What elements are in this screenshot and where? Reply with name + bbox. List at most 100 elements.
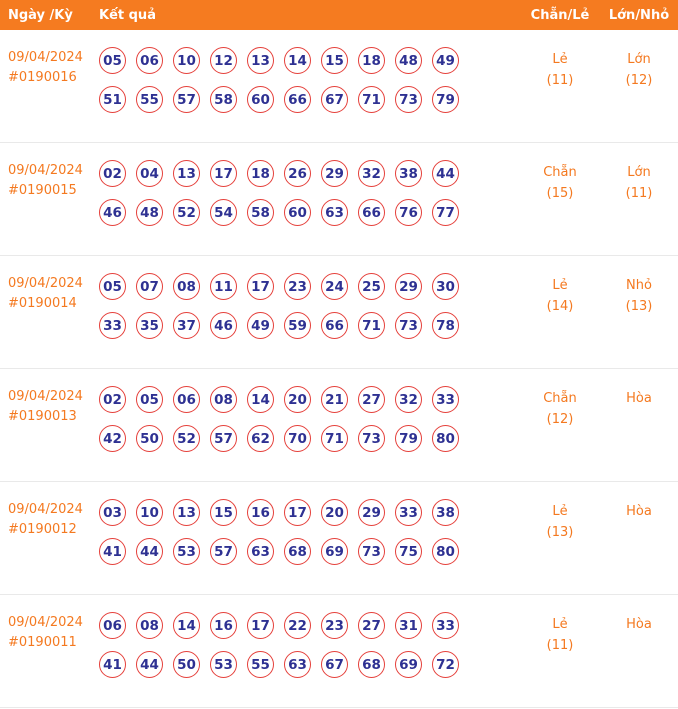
number-ball: 23 — [321, 612, 348, 639]
header-date-column: Ngày /Kỳ — [8, 7, 73, 23]
number-ball: 14 — [173, 612, 200, 639]
even-odd-result: Lẻ — [552, 617, 568, 632]
numbers-line: 33 35 37 46 49 59 66 71 73 78 — [99, 312, 520, 339]
number-ball: 20 — [321, 499, 348, 526]
number-ball: 06 — [173, 386, 200, 413]
even-odd-cell: Lẻ (13) — [520, 482, 600, 594]
number-ball: 27 — [358, 386, 385, 413]
number-ball: 53 — [173, 538, 200, 565]
draw-info-cell: 09/04/2024 #0190011 — [0, 595, 99, 707]
number-ball: 38 — [432, 499, 459, 526]
number-ball: 23 — [284, 273, 311, 300]
numbers-line: 05 06 10 12 13 14 15 18 48 49 — [99, 47, 520, 74]
result-row: 09/04/2024 #0190015 02 04 13 17 18 26 29 32 38 44 46… — [0, 143, 678, 256]
number-ball: 73 — [358, 425, 385, 452]
draw-id: #0190015 — [8, 183, 77, 199]
number-ball: 17 — [247, 273, 274, 300]
number-ball: 80 — [432, 538, 459, 565]
number-ball: 13 — [173, 160, 200, 187]
draw-date: 09/04/2024 — [8, 163, 83, 178]
number-ball: 20 — [284, 386, 311, 413]
big-small-result: Hòa — [626, 617, 652, 632]
draw-id: #0190014 — [8, 296, 77, 312]
number-ball: 57 — [173, 86, 200, 113]
even-odd-result: Lẻ — [552, 504, 568, 519]
header-evenodd-column: Chẵn/Lẻ — [530, 7, 590, 23]
number-ball: 15 — [321, 47, 348, 74]
number-ball: 76 — [395, 199, 422, 226]
numbers-line: 06 08 14 16 17 22 23 27 31 33 — [99, 612, 520, 639]
draw-info-cell: 09/04/2024 #0190014 — [0, 256, 99, 368]
number-ball: 17 — [210, 160, 237, 187]
number-ball: 71 — [321, 425, 348, 452]
numbers-grid: 02 04 13 17 18 26 29 32 38 44 46 48 52 54 58 60 63 66 76 77 — [99, 143, 520, 255]
number-ball: 24 — [321, 273, 348, 300]
number-ball: 17 — [284, 499, 311, 526]
number-ball: 35 — [136, 312, 163, 339]
number-ball: 11 — [210, 273, 237, 300]
number-ball: 55 — [136, 86, 163, 113]
number-ball: 79 — [432, 86, 459, 113]
even-odd-result: Chẵn — [543, 165, 577, 180]
number-ball: 38 — [395, 160, 422, 187]
even-odd-count: (13) — [546, 525, 574, 541]
number-ball: 58 — [247, 199, 274, 226]
number-ball: 66 — [284, 86, 311, 113]
numbers-grid: 06 08 14 16 17 22 23 27 31 33 41 44 50 53 55 63 67 68 69 72 — [99, 595, 520, 707]
big-small-cell: Hòa — [600, 369, 678, 481]
number-ball: 22 — [284, 612, 311, 639]
even-odd-result: Lẻ — [552, 52, 568, 67]
big-small-cell: Hòa — [600, 482, 678, 594]
number-ball: 05 — [136, 386, 163, 413]
number-ball: 57 — [210, 538, 237, 565]
numbers-line: 42 50 52 57 62 70 71 73 79 80 — [99, 425, 520, 452]
even-odd-count: (12) — [546, 412, 574, 428]
even-odd-cell: Lẻ (14) — [520, 256, 600, 368]
number-ball: 02 — [99, 160, 126, 187]
big-small-cell: Hòa — [600, 595, 678, 707]
even-odd-count: (11) — [546, 638, 574, 654]
even-odd-cell: Chẵn (15) — [520, 143, 600, 255]
number-ball: 33 — [432, 386, 459, 413]
even-odd-count: (14) — [546, 299, 574, 315]
numbers-line: 05 07 08 11 17 23 24 25 29 30 — [99, 273, 520, 300]
numbers-line: 03 10 13 15 16 17 20 29 33 38 — [99, 499, 520, 526]
number-ball: 14 — [284, 47, 311, 74]
draw-date: 09/04/2024 — [8, 502, 83, 517]
number-ball: 46 — [99, 199, 126, 226]
number-ball: 08 — [173, 273, 200, 300]
number-ball: 10 — [136, 499, 163, 526]
number-ball: 05 — [99, 273, 126, 300]
numbers-line: 41 44 53 57 63 68 69 73 75 80 — [99, 538, 520, 565]
big-small-count: (11) — [625, 186, 653, 202]
number-ball: 69 — [321, 538, 348, 565]
number-ball: 06 — [99, 612, 126, 639]
number-ball: 63 — [321, 199, 348, 226]
number-ball: 33 — [395, 499, 422, 526]
number-ball: 46 — [210, 312, 237, 339]
number-ball: 78 — [432, 312, 459, 339]
result-row: 09/04/2024 #0190012 03 10 13 15 16 17 20 29 33 38 41… — [0, 482, 678, 595]
number-ball: 67 — [321, 86, 348, 113]
number-ball: 69 — [395, 651, 422, 678]
header-result-column: Kết quả — [99, 7, 156, 23]
number-ball: 50 — [136, 425, 163, 452]
big-small-cell: Lớn (12) — [600, 30, 678, 142]
number-ball: 29 — [395, 273, 422, 300]
number-ball: 70 — [284, 425, 311, 452]
even-odd-count: (15) — [546, 186, 574, 202]
number-ball: 16 — [210, 612, 237, 639]
number-ball: 30 — [432, 273, 459, 300]
number-ball: 60 — [247, 86, 274, 113]
results-body: 09/04/2024 #0190016 05 06 10 12 13 14 15 18 48 49 51… — [0, 30, 678, 708]
number-ball: 32 — [358, 160, 385, 187]
number-ball: 33 — [432, 612, 459, 639]
big-small-result: Nhỏ — [626, 278, 652, 293]
number-ball: 07 — [136, 273, 163, 300]
number-ball: 57 — [210, 425, 237, 452]
number-ball: 08 — [136, 612, 163, 639]
draw-id: #0190013 — [8, 409, 77, 425]
number-ball: 49 — [432, 47, 459, 74]
numbers-grid: 05 06 10 12 13 14 15 18 48 49 51 55 57 58 60 66 67 71 73 79 — [99, 30, 520, 142]
draw-info-cell: 09/04/2024 #0190015 — [0, 143, 99, 255]
